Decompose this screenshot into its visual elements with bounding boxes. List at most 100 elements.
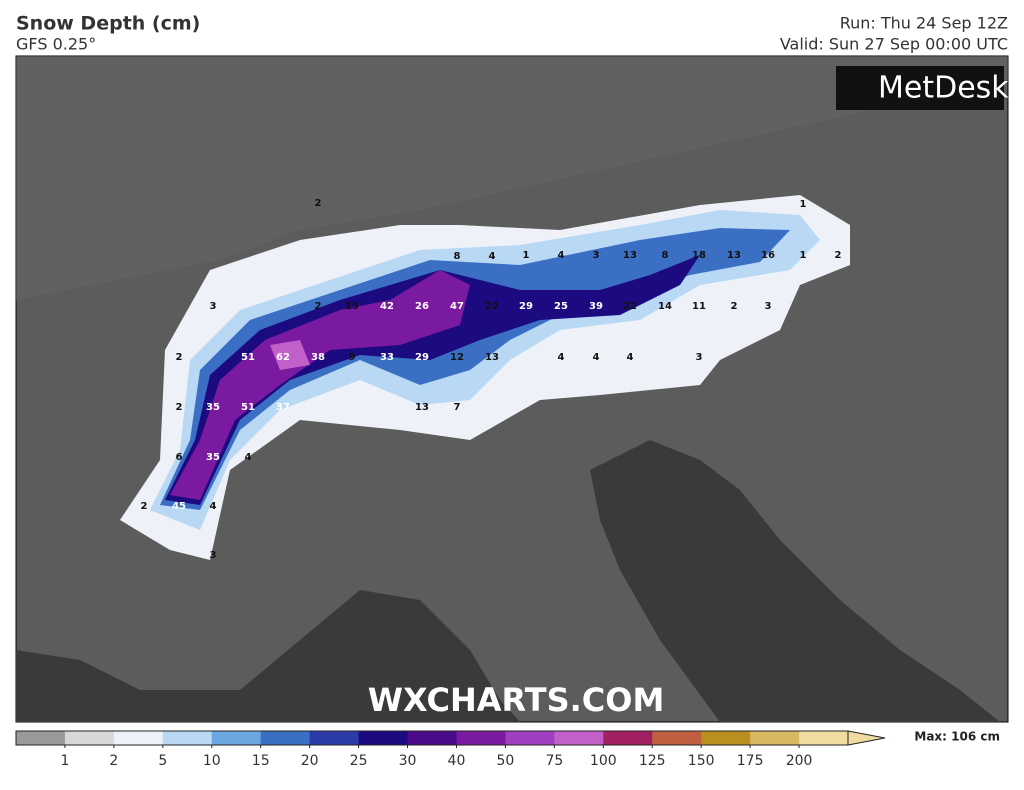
point-label: 4 xyxy=(558,250,565,261)
colorbar-label: 15 xyxy=(252,753,270,769)
colorbar-swatch xyxy=(799,731,849,745)
colorbar-label: 20 xyxy=(301,753,319,769)
point-label: 3 xyxy=(210,550,217,561)
colorbar-swatch xyxy=(603,731,653,745)
point-label: 12 xyxy=(450,352,464,363)
colorbar-label: 10 xyxy=(203,753,221,769)
colorbar-swatch xyxy=(652,731,702,745)
point-label: 2 xyxy=(315,198,322,209)
adriatic-sea xyxy=(590,440,1000,722)
colorbar-label: 200 xyxy=(786,753,813,769)
point-label: 51 xyxy=(241,352,255,363)
logo: MetDesk xyxy=(878,71,1009,106)
colorbar-swatch xyxy=(211,731,262,745)
point-label: 18 xyxy=(692,250,706,261)
valid-time: Valid: Sun 27 Sep 00:00 UTC xyxy=(780,35,1008,54)
colorbar-label: 25 xyxy=(350,753,368,769)
colorbar-label: 100 xyxy=(590,753,617,769)
point-label: 4 xyxy=(245,452,252,463)
watermark: WXCHARTS.COM xyxy=(368,681,665,719)
point-label: 13 xyxy=(727,250,741,261)
colorbar-swatch xyxy=(260,731,311,745)
point-label: 38 xyxy=(311,352,325,363)
point-label: 2 xyxy=(835,250,842,261)
colorbar-label: 50 xyxy=(496,753,514,769)
max-label: Max: 106 cm xyxy=(914,730,1000,744)
point-label: 35 xyxy=(206,452,220,463)
colorbar-swatch xyxy=(407,731,457,745)
colorbar-swatch xyxy=(358,731,409,745)
point-label: 1 xyxy=(800,250,807,261)
colorbar-label: 150 xyxy=(688,753,715,769)
point-label: 13 xyxy=(485,352,499,363)
point-label: 2 xyxy=(176,352,183,363)
map: MetDesk WXCHARTS.COM xyxy=(15,55,1009,723)
point-label: 22 xyxy=(623,301,637,312)
colorbar-label: 175 xyxy=(737,753,764,769)
colorbar-swatch xyxy=(750,731,800,745)
point-label: 1 xyxy=(800,199,807,210)
point-label: 2 xyxy=(315,301,322,312)
point-label: 13 xyxy=(415,402,429,413)
colorbar-label: 125 xyxy=(639,753,666,769)
colorbar-swatch xyxy=(309,731,360,745)
point-label: 6 xyxy=(176,452,183,463)
point-label: 1 xyxy=(523,250,530,261)
colorbar-label: 40 xyxy=(448,753,466,769)
point-label: 4 xyxy=(593,352,600,363)
point-label: 16 xyxy=(761,250,775,261)
run-time: Run: Thu 24 Sep 12Z xyxy=(840,14,1008,33)
point-label: 3 xyxy=(593,250,600,261)
colorbar: 1 2 5 10 15 20 25 30 40 50 75 100 125 150 175 200 xyxy=(15,730,886,769)
point-label: 51 xyxy=(241,402,255,413)
point-label: 26 xyxy=(415,301,429,312)
colorbar-label: 75 xyxy=(545,753,563,769)
snow-25cm xyxy=(165,255,700,505)
colorbar-swatch xyxy=(162,731,213,745)
point-label: 33 xyxy=(380,352,394,363)
colorbar-swatch xyxy=(554,731,604,745)
colorbar-label: 30 xyxy=(399,753,417,769)
colorbar-swatch xyxy=(64,731,115,745)
point-label: 15 xyxy=(345,301,359,312)
colorbar-swatch xyxy=(701,731,751,745)
point-label: 8 xyxy=(662,250,669,261)
point-label: 35 xyxy=(206,402,220,413)
point-label: 47 xyxy=(450,301,464,312)
point-label: 22 xyxy=(485,301,499,312)
point-label: 13 xyxy=(623,250,637,261)
point-label: 14 xyxy=(658,301,672,312)
land-north xyxy=(16,56,1008,300)
colorbar-label: 2 xyxy=(109,753,118,769)
point-label: 37 xyxy=(276,402,290,413)
colorbar-frame xyxy=(15,730,849,746)
ligurian-sea xyxy=(16,590,520,722)
colorbar-label: 1 xyxy=(60,753,69,769)
point-label: 45 xyxy=(172,501,186,512)
point-label: 4 xyxy=(558,352,565,363)
point-label: 4 xyxy=(210,501,217,512)
colorbar-swatch xyxy=(16,731,66,745)
point-label: 7 xyxy=(454,402,461,413)
colorbar-label: 5 xyxy=(158,753,167,769)
snow-15cm xyxy=(160,228,790,510)
title: Snow Depth (cm) xyxy=(16,13,200,35)
point-label: 29 xyxy=(415,352,429,363)
point-label: 4 xyxy=(627,352,634,363)
point-label: 9 xyxy=(349,352,356,363)
snow-75cm xyxy=(270,340,310,370)
point-label: 39 xyxy=(589,301,603,312)
point-label: 3 xyxy=(210,301,217,312)
point-label: 42 xyxy=(380,301,394,312)
snow-50cm xyxy=(170,270,470,500)
colorbar-swatch xyxy=(505,731,555,745)
point-label: 3 xyxy=(765,301,772,312)
point-label: 2 xyxy=(141,501,148,512)
point-label: 4 xyxy=(489,251,496,262)
point-label: 8 xyxy=(454,251,461,262)
colorbar-swatch xyxy=(113,731,164,745)
logo-box xyxy=(836,66,1004,110)
colorbar-swatch xyxy=(456,731,506,745)
